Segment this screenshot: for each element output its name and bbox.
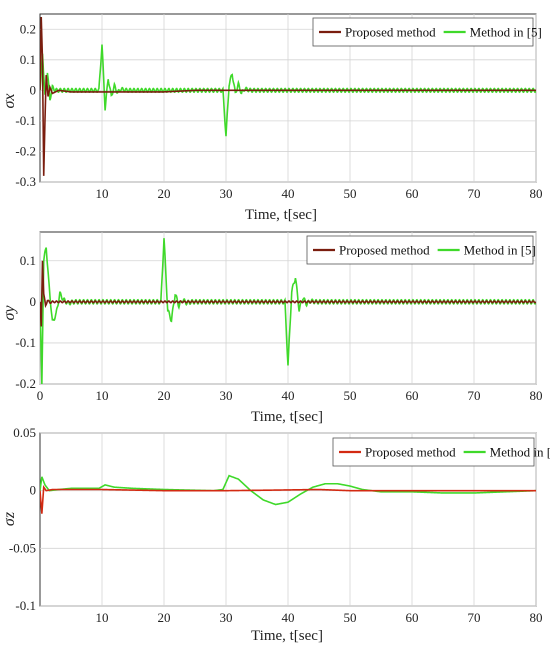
legend-label: Method in [5] — [464, 243, 536, 258]
legend-label: Method in [5] — [490, 445, 550, 460]
y-tick-label: 0 — [30, 483, 37, 498]
y-tick-label: 0.2 — [20, 21, 36, 36]
x-tick-label: 50 — [344, 610, 357, 625]
x-tick-label: 10 — [96, 186, 109, 201]
y-tick-label: 0.05 — [13, 425, 36, 440]
x-tick-label: 80 — [530, 186, 543, 201]
y-tick-label: -0.1 — [15, 113, 36, 128]
x-tick-label: 40 — [282, 388, 295, 403]
x-tick-label: 60 — [406, 388, 419, 403]
legend — [312, 17, 534, 47]
y-tick-label: 0 — [30, 294, 37, 309]
chart-panel-1: 10 20 30 40 50 60 70 80 0.2 0.1 0 -0.1 -0.2 -0.3 Propo… — [1, 13, 543, 223]
x-tick-label: 0 — [37, 388, 44, 403]
legend — [306, 235, 534, 265]
x-tick-label: 70 — [468, 388, 481, 403]
x-tick-label: 20 — [158, 186, 171, 201]
legend-label: Method in [5] — [470, 25, 542, 40]
x-tick-label: 40 — [282, 186, 295, 201]
legend-label: Proposed method — [365, 445, 456, 460]
series-line-proposed-method — [40, 260, 536, 327]
y-axis-label: σy — [1, 305, 18, 321]
chart-panel-2: 0 10 20 30 40 50 60 70 80 0.1 0 -0.1 -0.2 Proposed me… — [1, 231, 543, 425]
chart-panel-3: 10 20 30 40 50 60 70 80 0.05 0 -0.05 -0.1 Proposed m… — [1, 425, 550, 644]
x-tick-label: 20 — [158, 610, 171, 625]
x-axis-label: Time, t[sec] — [251, 628, 323, 644]
y-tick-label: -0.05 — [9, 540, 36, 555]
y-tick-label: 0 — [30, 82, 37, 97]
legend — [332, 437, 535, 467]
x-tick-label: 30 — [220, 610, 233, 625]
y-tick-label: 0.1 — [20, 52, 36, 67]
x-tick-label: 80 — [530, 388, 543, 403]
x-axis-label: Time, t[sec] — [251, 409, 323, 425]
series-line-proposed-method — [40, 17, 536, 176]
x-tick-label: 80 — [530, 610, 543, 625]
x-tick-label: 10 — [96, 610, 109, 625]
series-line-proposed-method — [40, 484, 536, 514]
y-tick-label: -0.1 — [15, 598, 36, 613]
legend-label: Proposed method — [339, 243, 430, 258]
y-axis-label: σx — [1, 94, 18, 109]
x-axis-label: Time, t[sec] — [245, 207, 317, 223]
y-tick-label: -0.2 — [15, 376, 36, 391]
series-line-method-in-5 — [40, 238, 536, 384]
x-tick-label: 50 — [344, 186, 357, 201]
legend-label: Proposed method — [345, 25, 436, 40]
series-line-method-in-5 — [40, 474, 536, 506]
y-axis-label: σz — [1, 511, 18, 526]
y-tick-label: -0.1 — [15, 335, 36, 350]
y-tick-label: -0.3 — [15, 174, 36, 189]
x-tick-label: 70 — [468, 186, 481, 201]
x-tick-label: 30 — [220, 186, 233, 201]
x-tick-label: 40 — [282, 610, 295, 625]
x-tick-label: 10 — [96, 388, 109, 403]
y-tick-label: 0.1 — [20, 253, 36, 268]
x-tick-label: 60 — [406, 186, 419, 201]
x-tick-label: 30 — [220, 388, 233, 403]
x-tick-label: 50 — [344, 388, 357, 403]
x-tick-label: 70 — [468, 610, 481, 625]
x-tick-label: 60 — [406, 610, 419, 625]
x-tick-label: 20 — [158, 388, 171, 403]
y-tick-label: -0.2 — [15, 143, 36, 158]
